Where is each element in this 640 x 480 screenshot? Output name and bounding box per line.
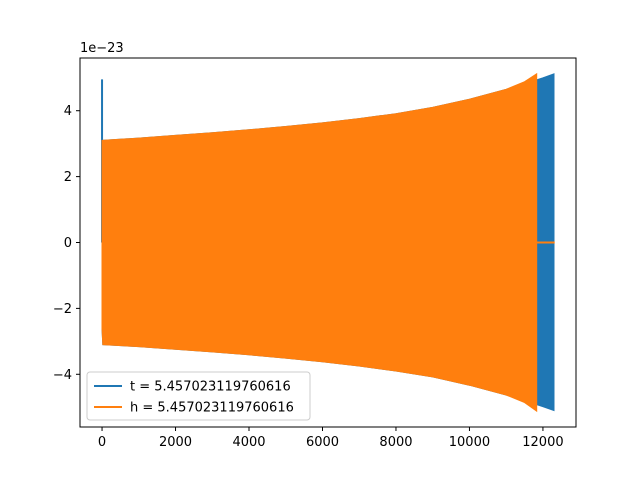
legend-box	[86, 371, 311, 421]
series-h-envelope	[101, 72, 538, 413]
legend-label-h: h = 5.457023119760616	[130, 401, 294, 416]
x-tick-label: 6000	[306, 435, 339, 450]
x-tick-label: 2000	[159, 435, 192, 450]
axes-frame	[79, 57, 577, 428]
x-tick-label: 10000	[449, 435, 490, 450]
y-axis-ticks: −4 −2 0 2 4	[53, 104, 80, 383]
plot-area	[101, 72, 555, 413]
x-tick-label: 4000	[232, 435, 265, 450]
y-tick-label: 2	[64, 170, 72, 185]
y-tick-label: 4	[64, 104, 72, 119]
x-tick-label: 12000	[522, 435, 563, 450]
legend: t = 5.457023119760616 h = 5.457023119760…	[86, 371, 311, 421]
y-tick-label: −4	[53, 368, 72, 383]
y-offset-text: 1e−23	[80, 41, 124, 56]
legend-label-t: t = 5.457023119760616	[130, 380, 291, 395]
x-tick-label: 0	[98, 435, 106, 450]
x-axis-ticks: 0 2000 4000 6000 8000 10000 12000	[98, 427, 564, 450]
x-tick-label: 8000	[379, 435, 412, 450]
y-tick-label: −2	[53, 302, 72, 317]
y-tick-label: 0	[64, 236, 72, 251]
